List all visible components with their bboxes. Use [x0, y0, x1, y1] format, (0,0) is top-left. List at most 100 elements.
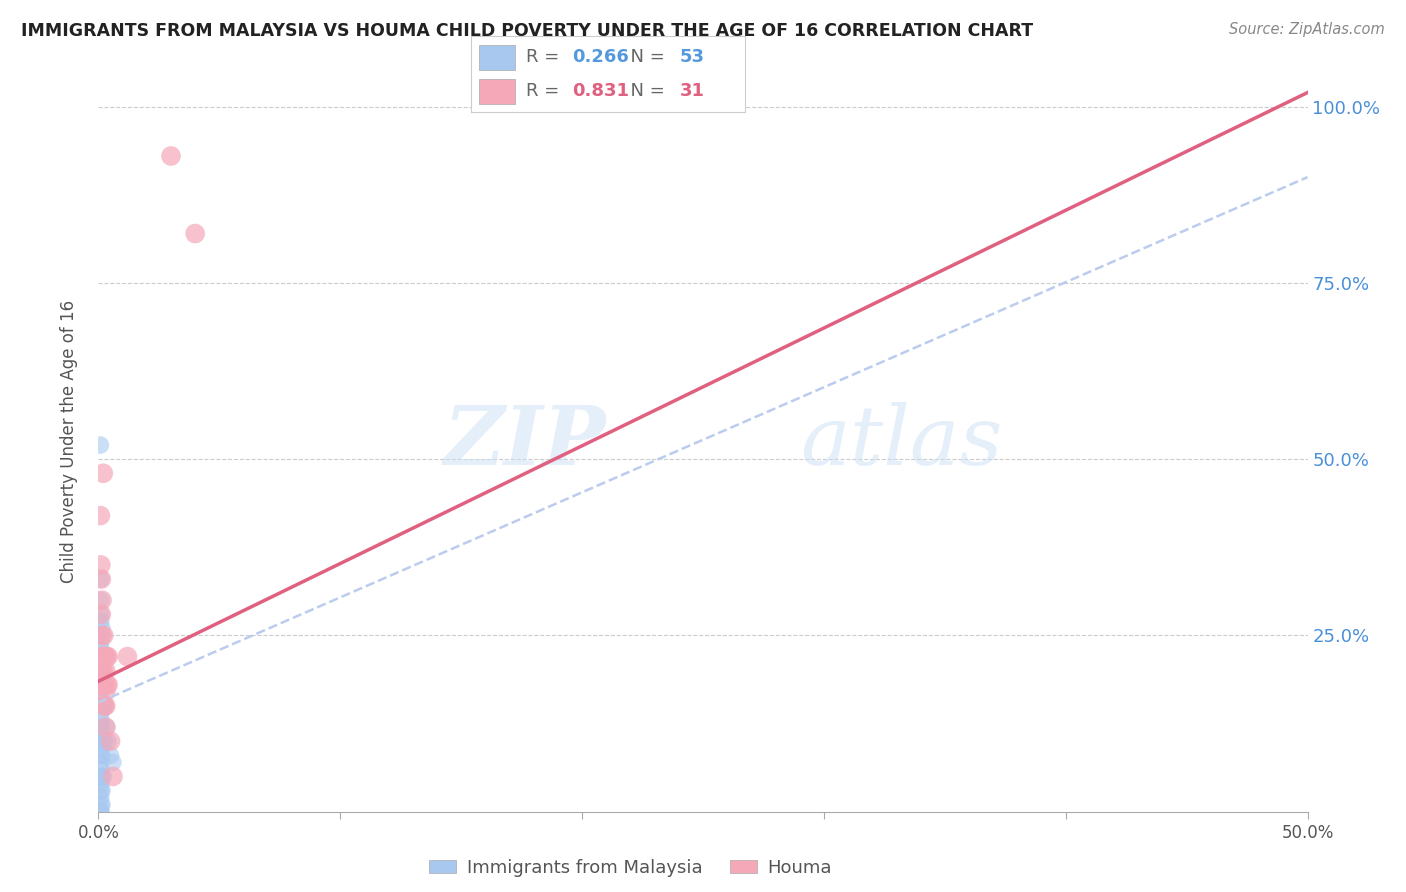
- Text: atlas: atlas: [800, 401, 1002, 482]
- Point: [91, 769, 114, 783]
- Point: [91, 783, 114, 797]
- Point: [90, 706, 112, 720]
- Point: [90, 558, 112, 572]
- Point: [90, 692, 112, 706]
- FancyBboxPatch shape: [479, 45, 515, 70]
- Point: [90, 607, 112, 622]
- Text: N =: N =: [619, 82, 671, 100]
- Point: [97, 678, 120, 692]
- Text: 31: 31: [679, 82, 704, 100]
- Point: [91, 664, 114, 678]
- Point: [93, 734, 115, 748]
- Point: [90, 756, 112, 770]
- Point: [91, 769, 114, 783]
- Point: [90, 685, 112, 699]
- Legend: Immigrants from Malaysia, Houma: Immigrants from Malaysia, Houma: [422, 852, 839, 884]
- Point: [93, 698, 115, 713]
- Point: [90, 572, 112, 586]
- Point: [96, 678, 118, 692]
- Point: [90, 671, 112, 685]
- Text: IMMIGRANTS FROM MALAYSIA VS HOUMA CHILD POVERTY UNDER THE AGE OF 16 CORRELATION : IMMIGRANTS FROM MALAYSIA VS HOUMA CHILD …: [21, 22, 1033, 40]
- Point: [90, 642, 112, 657]
- Point: [184, 227, 207, 241]
- Point: [91, 467, 114, 481]
- Point: [93, 678, 115, 692]
- Point: [91, 720, 114, 734]
- Point: [94, 685, 117, 699]
- Point: [90, 572, 112, 586]
- Point: [90, 763, 112, 777]
- Text: R =: R =: [526, 82, 565, 100]
- Point: [91, 734, 114, 748]
- Point: [117, 649, 139, 664]
- Point: [91, 678, 114, 692]
- Point: [90, 734, 112, 748]
- Text: ZIP: ZIP: [444, 401, 606, 482]
- Text: R =: R =: [526, 48, 565, 66]
- Point: [91, 649, 114, 664]
- Point: [94, 698, 117, 713]
- Point: [90, 776, 112, 790]
- Point: [90, 628, 112, 642]
- Point: [90, 769, 112, 783]
- Point: [89, 438, 111, 452]
- Point: [91, 748, 114, 763]
- Point: [93, 698, 115, 713]
- Point: [94, 720, 117, 734]
- Point: [91, 698, 114, 713]
- Point: [90, 593, 112, 607]
- Point: [90, 635, 112, 649]
- Point: [90, 805, 112, 819]
- Point: [90, 649, 112, 664]
- Point: [93, 649, 115, 664]
- Point: [90, 783, 112, 797]
- Text: 0.266: 0.266: [572, 48, 630, 66]
- Point: [90, 790, 112, 805]
- Point: [97, 734, 120, 748]
- Point: [91, 628, 114, 642]
- Point: [101, 769, 124, 783]
- Point: [91, 797, 114, 812]
- Point: [91, 678, 114, 692]
- Point: [93, 628, 115, 642]
- Point: [94, 664, 117, 678]
- Point: [91, 664, 114, 678]
- Point: [90, 713, 112, 727]
- Point: [90, 698, 112, 713]
- Point: [91, 593, 114, 607]
- Point: [100, 748, 122, 763]
- Y-axis label: Child Poverty Under the Age of 16: Child Poverty Under the Age of 16: [59, 300, 77, 583]
- Point: [91, 698, 114, 713]
- Point: [90, 727, 112, 741]
- Point: [90, 797, 112, 812]
- Point: [91, 678, 114, 692]
- Point: [91, 734, 114, 748]
- Point: [96, 649, 118, 664]
- FancyBboxPatch shape: [479, 78, 515, 104]
- Point: [90, 678, 112, 692]
- Point: [94, 649, 117, 664]
- Point: [91, 664, 114, 678]
- Point: [90, 664, 112, 678]
- Point: [96, 720, 118, 734]
- Point: [90, 615, 112, 629]
- Text: N =: N =: [619, 48, 671, 66]
- Point: [100, 734, 122, 748]
- Point: [90, 720, 112, 734]
- Text: Source: ZipAtlas.com: Source: ZipAtlas.com: [1229, 22, 1385, 37]
- Point: [90, 805, 112, 819]
- Point: [90, 741, 112, 756]
- Point: [91, 621, 114, 635]
- Point: [101, 756, 124, 770]
- Point: [94, 698, 117, 713]
- Point: [90, 657, 112, 671]
- Point: [90, 607, 112, 622]
- Point: [91, 649, 114, 664]
- Text: 53: 53: [679, 48, 704, 66]
- Point: [90, 748, 112, 763]
- Point: [89, 508, 111, 523]
- Point: [91, 649, 114, 664]
- Point: [97, 649, 120, 664]
- Point: [160, 149, 183, 163]
- Text: 0.831: 0.831: [572, 82, 630, 100]
